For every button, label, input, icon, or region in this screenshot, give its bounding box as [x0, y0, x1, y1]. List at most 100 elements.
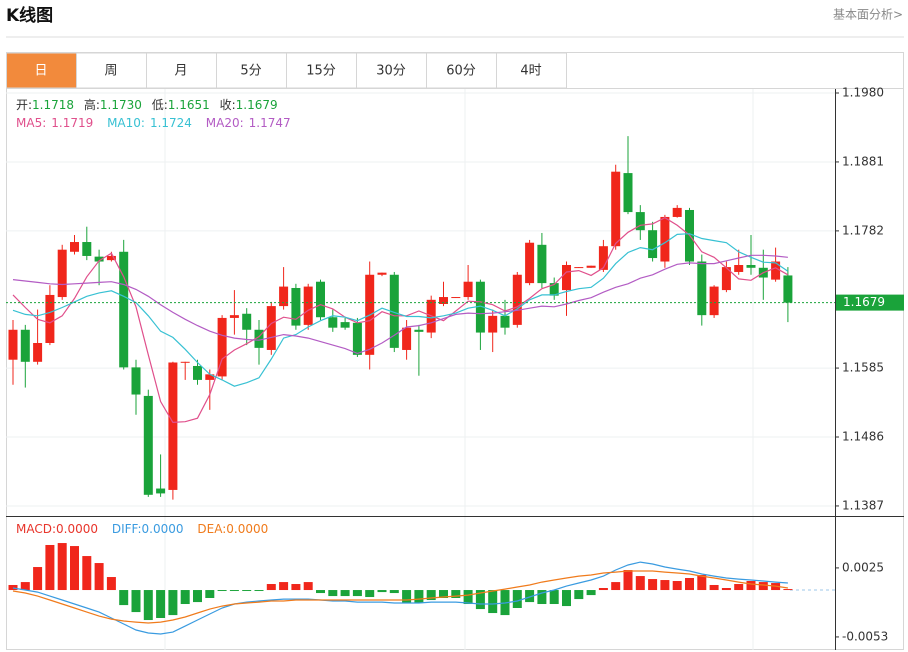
- y-tick-label: 0.0025: [842, 560, 884, 574]
- tab-label[interactable]: 60分: [446, 64, 476, 79]
- macd-bar: [722, 588, 731, 590]
- tab-label[interactable]: 5分: [240, 64, 261, 79]
- candle-body: [660, 217, 669, 262]
- macd-bar: [488, 590, 497, 613]
- candle-body: [488, 316, 497, 333]
- page-title: K线图: [6, 5, 53, 26]
- macd-bar: [33, 567, 42, 590]
- y-tick-label: 1.1387: [842, 498, 884, 512]
- macd-bar: [353, 590, 362, 596]
- macd-bar: [611, 582, 620, 590]
- legend-value: 1.1724: [150, 116, 192, 130]
- candle-body: [648, 230, 657, 258]
- widget-frame: [7, 53, 904, 650]
- macd-bar: [734, 584, 743, 590]
- series-line: [13, 218, 788, 423]
- legend-name: MA10:: [107, 116, 145, 130]
- candle-body: [58, 250, 67, 297]
- macd-bar: [218, 590, 227, 591]
- candle-body: [119, 252, 128, 368]
- macd-bar: [550, 590, 559, 604]
- macd-bar: [624, 570, 633, 590]
- macd-bar: [747, 581, 756, 590]
- macd-bar: [685, 578, 694, 590]
- tab-label[interactable]: 月: [174, 64, 187, 79]
- macd-bar: [513, 590, 522, 608]
- ma-legend: MA5:1.1719 MA10:1.1724 MA20:1.1747: [16, 116, 291, 130]
- candle-body: [414, 330, 423, 332]
- candle-body: [464, 282, 473, 297]
- info-name: 低:: [152, 98, 168, 112]
- candle-body: [513, 275, 522, 325]
- macd-bar: [119, 590, 128, 605]
- y-tick-label: 1.1980: [842, 86, 884, 100]
- candle-body: [267, 306, 276, 350]
- candle-body: [82, 242, 91, 256]
- macd-bar: [390, 590, 399, 593]
- macd-bar: [697, 575, 706, 590]
- candle-body: [599, 246, 608, 270]
- candle-body: [747, 265, 756, 268]
- macd-bar: [316, 590, 325, 593]
- macd-legend: MACD:0.0000 DIFF:0.0000 DEA:0.0000: [16, 522, 268, 536]
- info-value: 1.1651: [168, 98, 210, 112]
- y-tick-label: 1.1486: [842, 430, 884, 444]
- legend-name: DEA:: [197, 522, 226, 536]
- legend-name: MA5:: [16, 116, 46, 130]
- macd-bar: [291, 584, 300, 590]
- tab-label[interactable]: 日: [34, 64, 47, 79]
- candle-body: [144, 396, 153, 495]
- candle-body: [193, 366, 202, 380]
- macd-bar: [710, 585, 719, 590]
- candle-body: [624, 173, 633, 212]
- tab-bar: 日 周 月 5分 15分 30分 60分 4时: [7, 53, 567, 88]
- legend-value: 0.0000: [56, 522, 98, 536]
- macd-bar: [82, 556, 91, 590]
- candle-body: [21, 330, 30, 362]
- legend-name: DIFF:: [112, 522, 142, 536]
- tab-label[interactable]: 30分: [376, 64, 406, 79]
- macd-bar: [574, 590, 583, 599]
- candle-body: [378, 273, 387, 275]
- y-tick-label: 1.1585: [842, 361, 884, 375]
- legend-name: MACD:: [16, 522, 56, 536]
- analysis-link[interactable]: 基本面分析>: [833, 8, 903, 22]
- candle-body: [181, 362, 190, 363]
- tab-label[interactable]: 4时: [520, 64, 541, 79]
- macd-bar: [70, 546, 79, 590]
- info-name: 高:: [84, 97, 100, 112]
- series-line: [13, 571, 788, 623]
- macd-bar: [365, 590, 374, 597]
- candle-body: [70, 242, 79, 252]
- macd-bar: [58, 543, 67, 590]
- series-line: [13, 234, 788, 387]
- legend-value: 1.1719: [51, 116, 93, 130]
- tab-label[interactable]: 周: [104, 64, 117, 79]
- candle-body: [291, 288, 300, 326]
- macd-bar: [242, 590, 251, 591]
- candle-body: [783, 275, 792, 302]
- macd-bar: [144, 590, 153, 620]
- candle-body: [33, 343, 42, 362]
- candle-body: [525, 243, 534, 283]
- macd-bar: [783, 589, 792, 590]
- macd-bar: [759, 582, 768, 590]
- legend-value: 1.1747: [249, 116, 291, 130]
- macd-bar: [255, 590, 264, 591]
- macd-bar: [193, 590, 202, 602]
- macd-bar: [95, 563, 104, 590]
- macd-bar: [587, 590, 596, 595]
- macd-bar: [267, 584, 276, 590]
- candle-body: [587, 266, 596, 268]
- info-value: 1.1679: [236, 98, 278, 112]
- y-tick-label: 1.1782: [842, 223, 884, 237]
- macd-bar: [599, 588, 608, 590]
- legend-value: 0.0000: [226, 522, 268, 536]
- candle-body: [328, 317, 337, 327]
- macd-bar: [156, 590, 165, 618]
- macd-bar: [304, 582, 313, 590]
- tab-label[interactable]: 15分: [306, 64, 336, 79]
- candle-body: [353, 323, 362, 355]
- macd-bar: [21, 582, 30, 590]
- candle-body: [562, 265, 571, 290]
